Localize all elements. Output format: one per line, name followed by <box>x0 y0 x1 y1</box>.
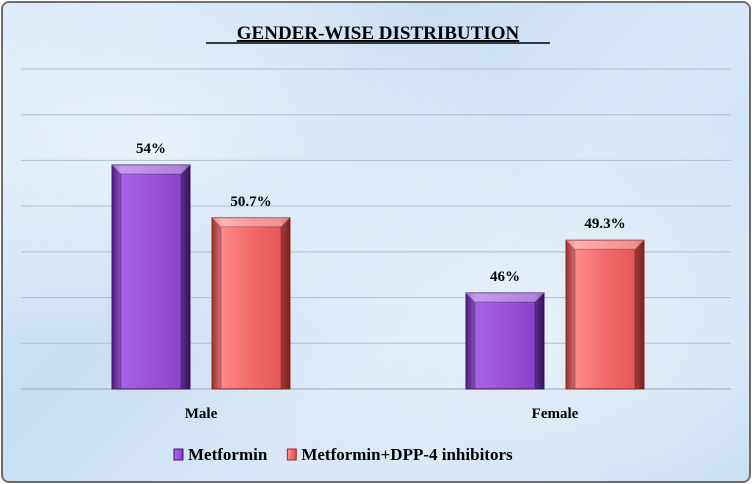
category-label-female: Female <box>532 406 579 422</box>
legend: Metformin Metformin+DPP-4 inhibitors <box>173 445 513 464</box>
bar-female-series-2 <box>565 239 645 390</box>
legend-item-2: Metformin+DPP-4 inhibitors <box>286 445 513 464</box>
legend-label: Metformin+DPP-4 inhibitors <box>301 445 513 464</box>
legend-swatch <box>173 448 184 461</box>
bars <box>111 164 645 390</box>
bar-chart: GENDER-WISE DISTRIBUTION 54% 50.7% 46% 49.3… <box>21 23 731 464</box>
data-label: 54% <box>136 141 166 157</box>
data-label: 46% <box>490 269 520 285</box>
legend-label: Metformin <box>188 445 268 464</box>
legend-swatch <box>286 448 297 461</box>
data-label: 49.3% <box>584 216 625 232</box>
data-label: 50.7% <box>230 194 271 210</box>
data-labels: 54% 50.7% 46% 49.3% <box>136 141 626 285</box>
bar-male-series-1 <box>111 164 191 390</box>
category-label-male: Male <box>185 406 218 422</box>
category-labels: Male Female <box>185 406 579 422</box>
chart-title: GENDER-WISE DISTRIBUTION <box>237 23 520 44</box>
legend-item-1: Metformin <box>173 445 268 464</box>
bar-male-series-2 <box>211 217 291 390</box>
bar-female-series-1 <box>465 292 545 390</box>
